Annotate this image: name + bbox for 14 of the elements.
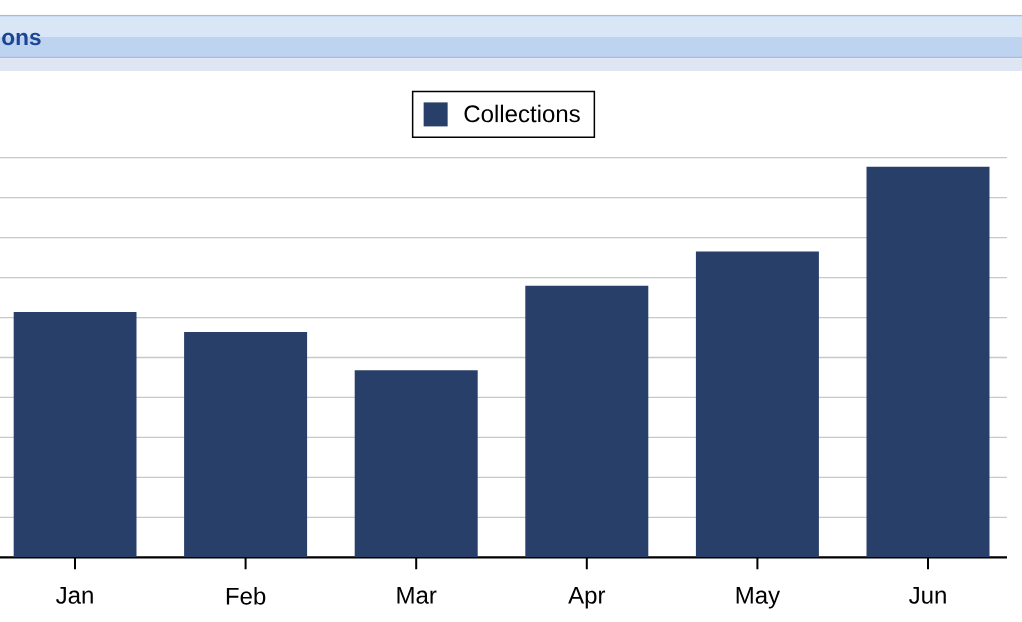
bar	[13, 312, 137, 558]
legend-label: Collections	[464, 104, 580, 123]
x-tick-label: Mar	[397, 587, 437, 604]
bar	[866, 166, 990, 558]
x-tick-label: Jun	[909, 587, 946, 604]
chart-title: ons	[2, 32, 41, 46]
x-tick-label: Jan	[56, 587, 93, 604]
bar	[184, 331, 308, 558]
x-tick-label: May	[736, 587, 781, 609]
x-tick-label: Feb	[226, 587, 266, 605]
bar	[525, 285, 649, 558]
x-tick-label: Apr	[568, 587, 606, 609]
bar	[354, 370, 478, 558]
bar	[695, 251, 819, 558]
